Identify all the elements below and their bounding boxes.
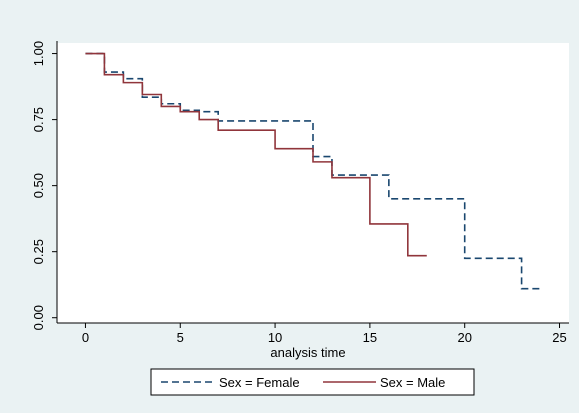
x-tick-label: 25 (552, 330, 566, 345)
x-tick-label: 20 (457, 330, 471, 345)
y-tick-label: 0.75 (31, 107, 46, 132)
legend-label: Sex = Female (219, 375, 300, 390)
series-layer (85, 52, 541, 290)
x-tick-label: 10 (268, 330, 282, 345)
x-axis-label: analysis time (270, 345, 345, 360)
y-tick-label: 0.25 (31, 239, 46, 264)
legend: Sex = Female Sex = Male (150, 368, 475, 396)
series-line-male (85, 52, 427, 257)
legend-box (150, 368, 475, 396)
x-tick-label: 5 (177, 330, 184, 345)
series-line-female (85, 52, 541, 290)
x-tick-label: 15 (363, 330, 377, 345)
y-tick-label: 0.50 (31, 173, 46, 198)
plot-area (57, 43, 569, 323)
x-axis-ticks: 0 5 10 15 20 25 (82, 323, 567, 345)
legend-label: Sex = Male (380, 375, 445, 390)
y-tick-label: 1.00 (31, 41, 46, 66)
y-axis-ticks: 0.00 0.25 0.50 0.75 1.00 (31, 41, 57, 330)
y-tick-label: 0.00 (31, 305, 46, 330)
x-tick-label: 0 (82, 330, 89, 345)
